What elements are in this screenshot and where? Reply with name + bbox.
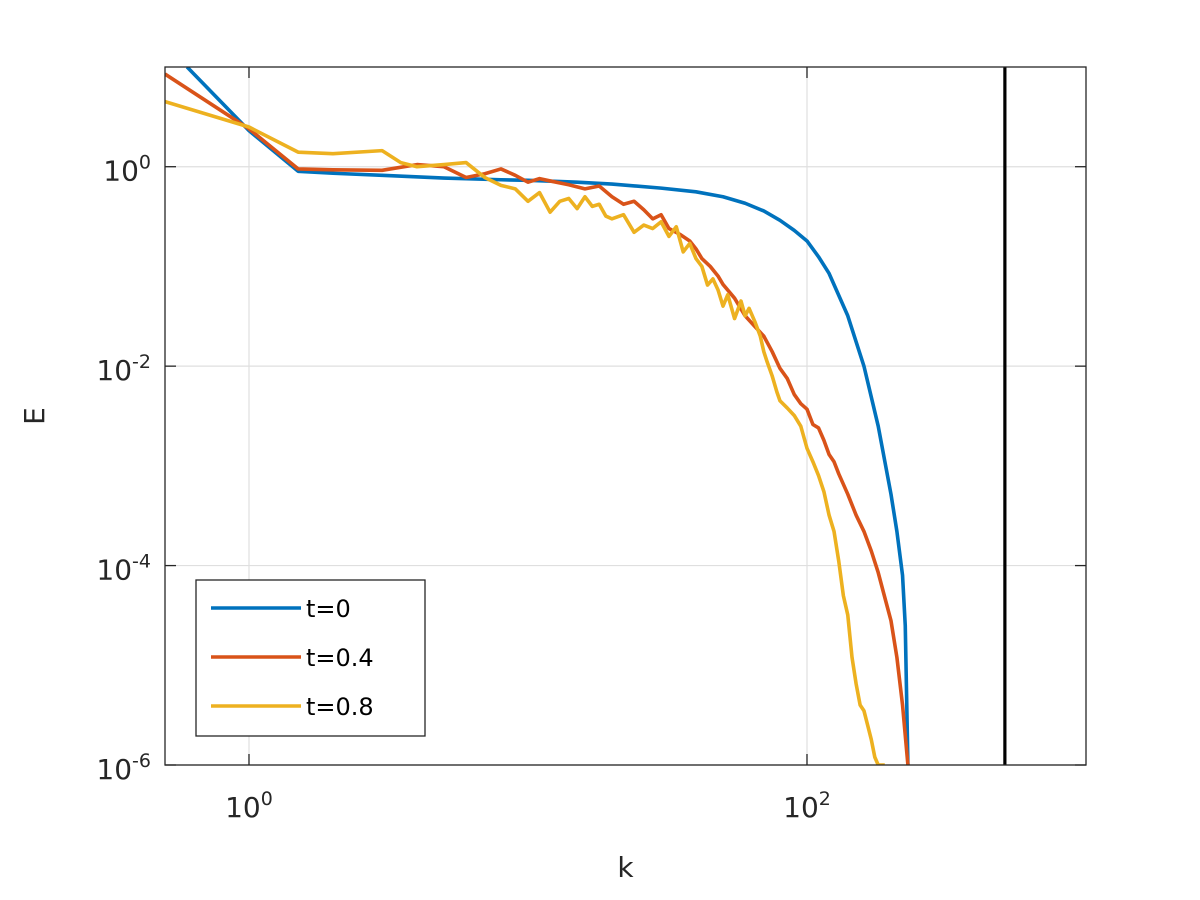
y-tick-label: 10-2 [96, 351, 151, 387]
x-tick-label: 102 [783, 788, 831, 824]
legend-label: t=0.4 [306, 644, 374, 672]
legend: t=0 t=0.4 t=0.8 [195, 579, 426, 737]
y-tick-label: 10-4 [96, 551, 151, 587]
tick-marks [165, 67, 1086, 766]
legend-label: t=0.8 [306, 693, 374, 721]
y-axis-title: E [18, 407, 51, 425]
y-tick-label: 100 [103, 152, 151, 188]
plot-frame [164, 66, 1087, 766]
series-lines [165, 67, 910, 765]
x-tick-label: 100 [225, 788, 273, 824]
x-axis-title: k [617, 851, 634, 884]
series-line-1 [165, 72, 910, 765]
y-tick-label: 10-6 [96, 750, 151, 786]
x-tick-labels: 100 102 [225, 788, 831, 824]
legend-label: t=0 [306, 595, 351, 623]
y-tick-labels: 100 10-2 10-4 10-6 [96, 152, 151, 786]
series-line-2 [165, 99, 885, 765]
series-line-0 [185, 67, 910, 765]
